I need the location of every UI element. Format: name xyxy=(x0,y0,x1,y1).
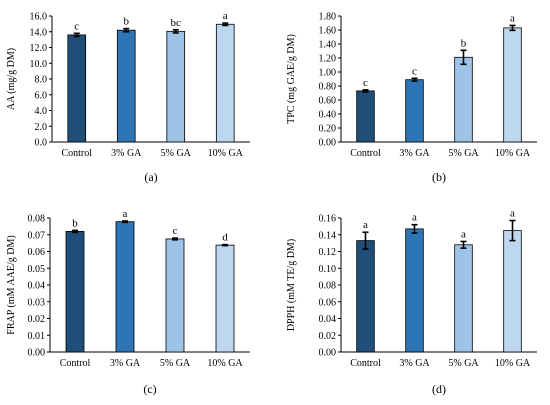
x-category-label: 10% GA xyxy=(208,148,244,159)
y-tick-label: 6.0 xyxy=(35,90,48,101)
y-tick-label: 1.20 xyxy=(319,54,337,65)
significance-letter: c xyxy=(74,20,79,32)
y-tick-label: 0.06 xyxy=(319,297,337,308)
panel-label: (d) xyxy=(432,382,446,396)
significance-letter: b xyxy=(124,16,130,28)
x-category-label: 3% GA xyxy=(111,148,142,159)
panel-label: (a) xyxy=(144,170,157,184)
bar-4 xyxy=(503,230,522,353)
y-tick-label: 0.08 xyxy=(28,214,46,225)
bar-1 xyxy=(356,90,375,143)
x-category-label: 5% GA xyxy=(160,358,191,369)
x-category-label: Control xyxy=(61,148,92,159)
significance-letter: a xyxy=(510,208,515,220)
y-tick-label: 0.00 xyxy=(319,348,337,359)
panel-label: (b) xyxy=(432,170,446,184)
y-tick-label: 0.40 xyxy=(319,110,337,121)
significance-letter: a xyxy=(123,208,128,220)
bar-1 xyxy=(356,240,375,353)
y-tick-label: 8.0 xyxy=(35,75,48,86)
y-tick-label: 0.02 xyxy=(28,314,46,325)
bar-4 xyxy=(215,23,235,143)
bar-3 xyxy=(454,56,473,143)
y-tick-label: 16.0 xyxy=(30,12,48,23)
y-tick-label: 0.14 xyxy=(319,230,337,241)
y-tick-label: 0.04 xyxy=(319,314,337,325)
y-tick-label: 0.02 xyxy=(319,331,337,342)
y-tick-label: 2.0 xyxy=(35,122,48,133)
x-category-label: 10% GA xyxy=(495,148,531,159)
y-tick-label: 0.60 xyxy=(319,96,337,107)
bar-3 xyxy=(165,238,185,353)
y-tick-label: 0.80 xyxy=(319,82,337,93)
bar-2 xyxy=(115,221,135,353)
x-category-label: Control xyxy=(350,358,381,369)
x-category-label: 5% GA xyxy=(161,148,192,159)
significance-letter: c xyxy=(363,77,368,89)
significance-letter: a xyxy=(363,219,368,231)
bar-4 xyxy=(215,244,235,353)
y-tick-label: 0.20 xyxy=(319,124,337,135)
panel-label: (c) xyxy=(143,382,156,396)
chart-panel-2: 0.00 0.20 0.40 0.60 0.80 1.00 1.20 1.40 1.60 1.80… xyxy=(286,12,537,184)
y-tick-label: 0.07 xyxy=(28,230,46,241)
y-tick-label: 1.40 xyxy=(319,40,337,51)
y-tick-label: 0.06 xyxy=(28,247,46,258)
y-tick-label: 0.01 xyxy=(28,331,46,342)
y-tick-label: 1.60 xyxy=(319,26,337,37)
bar-2 xyxy=(405,228,424,353)
chart-panel-1: 0.0 2.0 4.0 6.0 8.0 10.0 12.0 14.0 16.0 AA (mg/g … xyxy=(6,10,250,184)
significance-letter: c xyxy=(412,65,417,77)
y-tick-label: 0.04 xyxy=(28,281,46,292)
x-category-label: Control xyxy=(60,358,91,369)
x-category-label: 3% GA xyxy=(110,358,141,369)
y-tick-label: 0.0 xyxy=(35,138,48,149)
x-category-label: 10% GA xyxy=(207,358,243,369)
x-category-label: 5% GA xyxy=(448,358,479,369)
y-tick-label: 0.03 xyxy=(28,297,46,308)
significance-letter: a xyxy=(510,12,515,24)
y-tick-label: 0.00 xyxy=(319,138,337,149)
bar-1 xyxy=(67,34,87,143)
x-category-label: Control xyxy=(350,148,381,159)
x-category-label: 3% GA xyxy=(399,358,430,369)
y-tick-label: 4.0 xyxy=(35,106,48,117)
bar-4 xyxy=(503,27,522,143)
y-tick-label: 14.0 xyxy=(30,27,48,38)
y-tick-label: 10.0 xyxy=(30,59,48,70)
bar-3 xyxy=(166,30,186,143)
bar-2 xyxy=(116,29,136,143)
x-category-label: 3% GA xyxy=(399,148,430,159)
y-axis-label: TPC (mg GAE/g DM) xyxy=(286,34,297,124)
x-category-label: 5% GA xyxy=(448,148,479,159)
x-category-label: 10% GA xyxy=(495,358,531,369)
y-axis-label: FRAP (mM AAE/g DM) xyxy=(6,235,17,334)
significance-letter: b xyxy=(461,37,467,49)
significance-letter: a xyxy=(412,212,417,224)
y-tick-label: 0.08 xyxy=(319,281,337,292)
significance-letter: a xyxy=(461,228,466,240)
y-tick-label: 1.80 xyxy=(319,12,337,23)
y-tick-label: 1.00 xyxy=(319,68,337,79)
chart-panel-3: 0.00 0.01 0.02 0.03 0.04 0.05 0.06 0.07 0.08 FRAP… xyxy=(6,208,250,396)
y-tick-label: 0.16 xyxy=(319,214,337,225)
y-tick-label: 0.00 xyxy=(28,348,46,359)
bar-1 xyxy=(65,230,85,353)
y-tick-label: 0.12 xyxy=(319,247,337,258)
y-axis-label: DPPH (mM TE/g DM) xyxy=(286,239,297,331)
significance-letter: c xyxy=(173,225,178,237)
bar-3 xyxy=(454,244,473,353)
significance-letter: bc xyxy=(171,17,182,29)
significance-letter: b xyxy=(72,217,78,229)
significance-letter: d xyxy=(222,232,228,244)
y-axis-label: AA (mg/g DM) xyxy=(6,48,17,110)
y-tick-label: 0.10 xyxy=(319,264,337,275)
y-tick-label: 12.0 xyxy=(30,43,48,54)
chart-panel-4: 0.00 0.02 0.04 0.06 0.08 0.10 0.12 0.14 0.16 DPPH… xyxy=(286,208,537,396)
y-tick-label: 0.05 xyxy=(28,264,46,275)
significance-letter: a xyxy=(223,10,228,22)
bar-2 xyxy=(405,79,424,143)
